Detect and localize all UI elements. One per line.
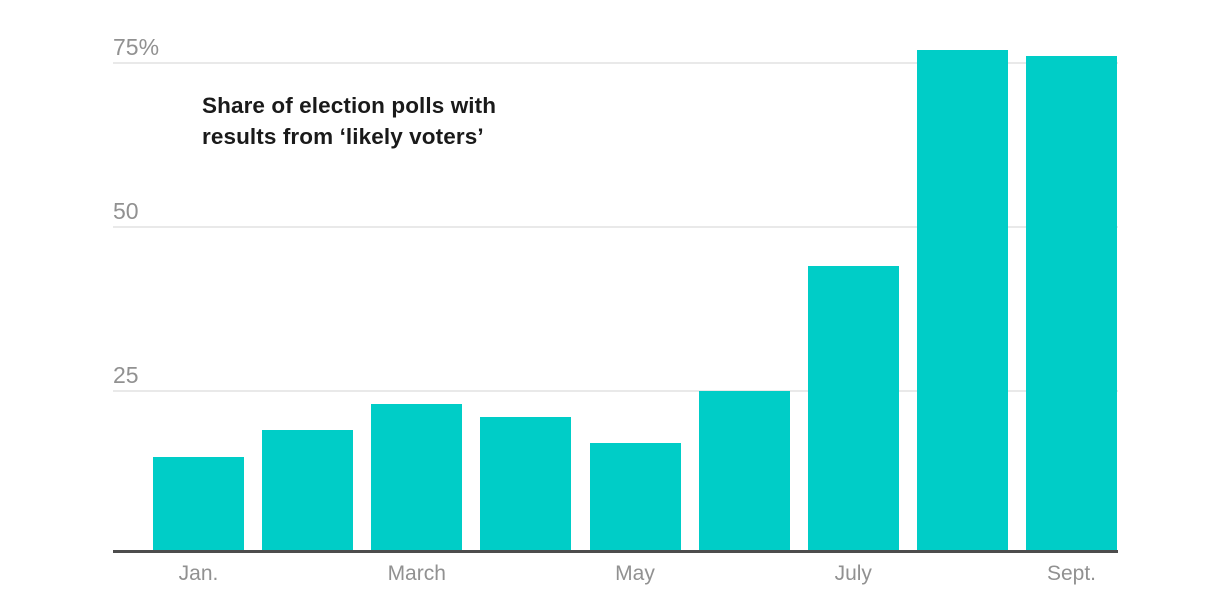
y-tick-label-25: 25 [113, 362, 139, 388]
bar-jan [153, 456, 244, 550]
chart-title-line-1: Share of election polls with [202, 93, 497, 118]
chart-title: Share of election polls with results fro… [202, 90, 496, 152]
bar-april [480, 417, 572, 550]
bar-aug [916, 49, 1008, 550]
y-tick-label-75: 75% [113, 34, 160, 60]
bar-march [371, 404, 463, 550]
x-tick-label-july: July [834, 562, 872, 585]
x-axis-line [113, 550, 1118, 553]
x-tick-label-march: March [387, 562, 446, 585]
bar-june [698, 391, 790, 550]
bar-july [807, 266, 899, 550]
x-tick-label-may: May [615, 562, 655, 585]
y-gridline-50 [113, 226, 1118, 228]
x-tick-label-sept: Sept. [1046, 562, 1097, 585]
bar-may [589, 443, 681, 550]
x-tick-label-jan: Jan. [178, 562, 219, 585]
y-gridline-75 [113, 62, 1118, 64]
bar-feb [262, 430, 354, 550]
bar-sept [1026, 56, 1117, 550]
y-gridline-25 [113, 390, 1118, 392]
y-tick-label-50: 50 [113, 198, 139, 224]
chart-title-line-2: results from ‘likely voters’ [202, 124, 484, 149]
